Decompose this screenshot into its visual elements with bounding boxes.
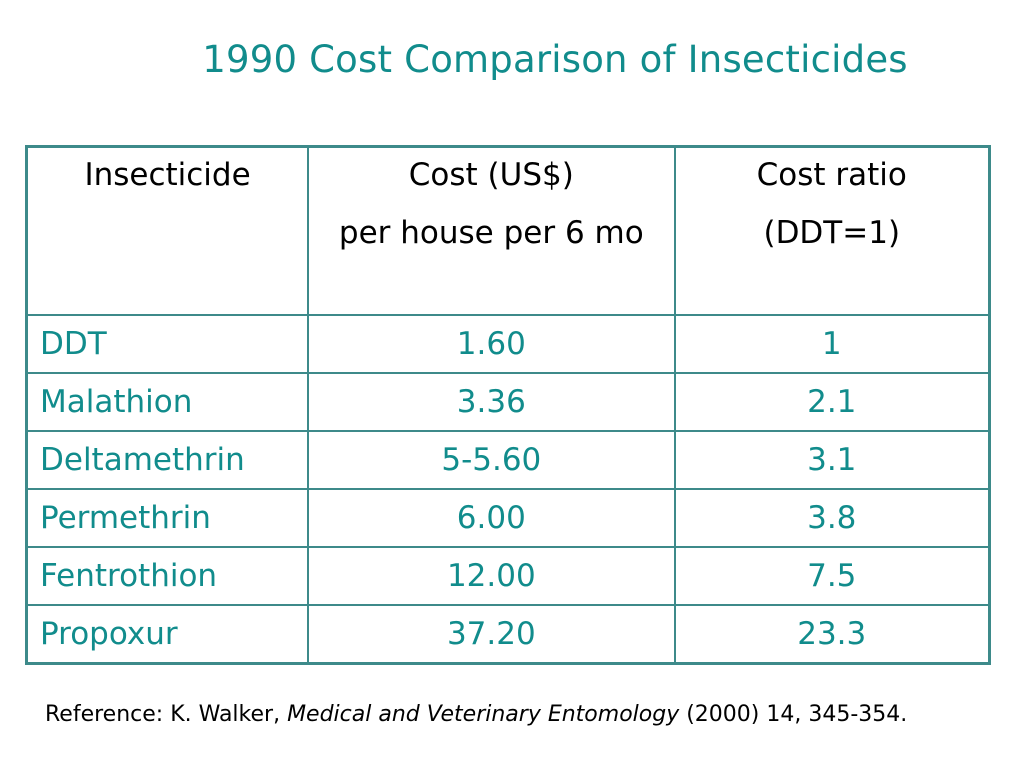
reference-suffix: (2000) 14, 345-354. (679, 702, 908, 727)
cost-cell: 3.36 (307, 372, 676, 432)
header-ratio: Cost ratio (DDT=1) (673, 145, 991, 316)
header-insecticide: Insecticide (25, 145, 310, 316)
header-cost-sublabel: per house per 6 mo (338, 215, 644, 251)
header-cost: Cost (US$) per house per 6 mo (307, 145, 676, 316)
reference-citation: Reference: K. Walker, Medical and Veteri… (45, 699, 985, 731)
table-row: Malathion 3.36 2.1 (25, 372, 991, 432)
header-ratio-label: Cost ratio (756, 157, 907, 193)
header-cost-label: Cost (US$) (408, 157, 574, 193)
insecticide-cell: DDT (25, 314, 310, 374)
ratio-cell: 1 (673, 314, 991, 374)
cost-cell: 5-5.60 (307, 430, 676, 490)
cost-cell: 12.00 (307, 546, 676, 606)
insecticide-cell: Propoxur (25, 604, 310, 665)
ratio-cell: 2.1 (673, 372, 991, 432)
ratio-cell: 23.3 (673, 604, 991, 665)
ratio-cell: 3.1 (673, 430, 991, 490)
reference-prefix: Reference: K. Walker, (45, 702, 288, 727)
insecticide-cell: Permethrin (25, 488, 310, 548)
ratio-cell: 7.5 (673, 546, 991, 606)
insecticide-cell: Malathion (25, 372, 310, 432)
cost-cell: 37.20 (307, 604, 676, 665)
table-row: Fentrothion 12.00 7.5 (25, 546, 991, 606)
table-row: Permethrin 6.00 3.8 (25, 488, 991, 548)
header-ratio-sublabel: (DDT=1) (763, 215, 901, 251)
insecticide-cell: Fentrothion (25, 546, 310, 606)
cost-cell: 6.00 (307, 488, 676, 548)
table-header-row: Insecticide Cost (US$) per house per 6 m… (25, 145, 991, 316)
ratio-cell: 3.8 (673, 488, 991, 548)
reference-journal: Medical and Veterinary Entomology (287, 702, 680, 727)
slide-title: 1990 Cost Comparison of Insecticides (202, 38, 908, 81)
cost-cell: 1.60 (307, 314, 676, 374)
header-insecticide-label: Insecticide (84, 157, 251, 193)
table-row: Propoxur 37.20 23.3 (25, 604, 991, 665)
cost-comparison-table: Insecticide Cost (US$) per house per 6 m… (25, 145, 991, 665)
insecticide-cell: Deltamethrin (25, 430, 310, 490)
table-row: Deltamethrin 5-5.60 3.1 (25, 430, 991, 490)
table-row: DDT 1.60 1 (25, 314, 991, 374)
